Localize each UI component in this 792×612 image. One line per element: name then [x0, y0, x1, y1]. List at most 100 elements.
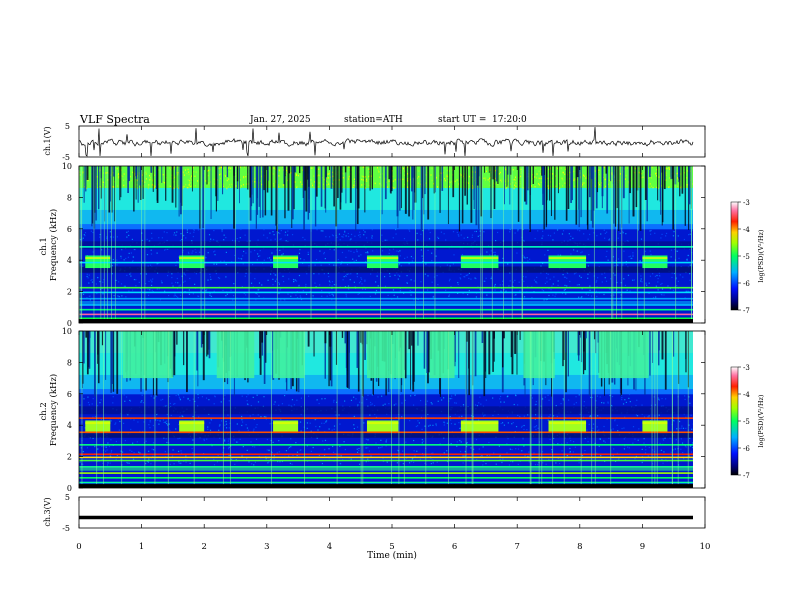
- spectrogram-cell: [460, 450, 462, 453]
- spectrogram-cell: [112, 185, 114, 188]
- spectrogram-cell: [594, 177, 596, 180]
- spectrogram-cell: [535, 424, 538, 427]
- spectrogram-cell: [227, 167, 229, 169]
- spectrogram-cell: [328, 280, 331, 282]
- spectrogram-cell: [499, 395, 502, 398]
- spectrogram-cell: [234, 166, 236, 323]
- spectrogram-cell: [472, 186, 474, 188]
- spectrogram-cell: [344, 448, 347, 451]
- spectrogram-cell: [187, 251, 190, 253]
- spectrogram-cell: [90, 279, 92, 282]
- spectrogram-cell: [620, 296, 622, 298]
- spectrogram-cell: [396, 250, 398, 252]
- spectrogram-cell: [670, 249, 673, 251]
- spectrogram-cell: [202, 166, 205, 228]
- spectrogram-cell: [521, 425, 523, 427]
- spectrogram-cell: [336, 401, 338, 403]
- spectrogram-cell: [373, 405, 376, 407]
- spectrogram-cell: [547, 234, 550, 236]
- spectrogram-cell: [176, 277, 178, 280]
- spectrogram-cell: [422, 260, 424, 263]
- spectrogram-cell: [420, 281, 422, 283]
- spectrogram-cell: [431, 167, 433, 170]
- spectrogram-cell: [549, 438, 551, 441]
- spectrogram-cell: [565, 166, 568, 221]
- spectrogram-cell: [173, 331, 176, 376]
- spectrogram-cell: [595, 290, 598, 292]
- spectrogram-cell: [291, 166, 294, 220]
- spectrogram-cell: [175, 166, 177, 175]
- spectrogram-cell: [213, 229, 215, 232]
- spectrogram-cell: [463, 237, 465, 239]
- ch1-colorbar: -3-4-5-6-7 log(PSD)(V²/Hz): [730, 199, 765, 315]
- spectrogram-cell: [641, 448, 643, 451]
- spectrogram-cell: [646, 284, 648, 286]
- spectrogram-cell: [307, 251, 309, 253]
- spectrogram-cell: [589, 415, 591, 418]
- spectrogram-cell: [640, 278, 642, 280]
- spectrogram-cell: [479, 288, 481, 290]
- spectrogram-cell: [622, 166, 625, 199]
- spectrogram-cell: [523, 415, 525, 417]
- spectrogram-cell: [584, 331, 587, 339]
- ch1-colorbar-label: log(PSD)(V²/Hz): [757, 229, 765, 282]
- spectrogram-cell: [143, 455, 145, 457]
- spectrogram-cell: [129, 400, 132, 402]
- spectrogram-cell: [645, 282, 647, 284]
- spectrogram-cell: [655, 285, 657, 287]
- spectrogram-cell: [341, 251, 344, 254]
- spectrogram-cell: [506, 166, 508, 187]
- spectrogram-cell: [574, 446, 577, 448]
- spectrogram-cell: [603, 186, 605, 189]
- spectrogram-cell: [443, 422, 446, 424]
- spectrogram-cell: [125, 296, 127, 298]
- spectrogram-cell: [392, 180, 394, 182]
- spectrogram-cell: [648, 446, 650, 449]
- spectrogram-cell: [652, 186, 654, 189]
- spectrogram-cell: [285, 240, 287, 242]
- spectrogram-cell: [217, 277, 220, 279]
- spectrogram-cell: [236, 166, 239, 182]
- spectrogram-cell: [589, 289, 591, 291]
- spectrogram-cell: [512, 168, 514, 171]
- spectrogram-cell: [632, 426, 635, 428]
- spectrogram-cell: [353, 424, 355, 426]
- spectrogram-cell: [635, 166, 638, 208]
- spectrogram-cell: [83, 166, 85, 203]
- spectrogram-cell: [228, 438, 230, 440]
- spectrogram-cell: [151, 289, 153, 291]
- spectrogram-cell: [218, 277, 221, 279]
- spectrogram-cell: [154, 174, 156, 177]
- spectrogram-cell: [435, 423, 437, 425]
- spectrogram-cell: [682, 276, 684, 278]
- spectrogram-cell: [530, 185, 532, 187]
- spectrogram-cell: [460, 427, 462, 429]
- spectrogram-cell: [228, 442, 230, 445]
- spectrogram-cell: [299, 295, 301, 297]
- spectrogram-cell: [594, 331, 596, 488]
- spectrogram-cell: [263, 396, 265, 398]
- spectrogram-cell: [580, 331, 582, 488]
- spectrogram-cell: [676, 284, 678, 287]
- spectrogram-cell: [684, 171, 686, 174]
- spectrogram-cell: [610, 331, 612, 488]
- spectrogram-cell: [348, 166, 350, 168]
- spectrogram-cell: [273, 234, 275, 236]
- spectrogram-cell: [576, 284, 578, 286]
- spectrogram-cell: [193, 231, 195, 233]
- spectrogram-cell: [85, 422, 111, 425]
- spectrogram-cell: [263, 166, 265, 191]
- spectrogram-cell: [118, 173, 120, 175]
- spectrogram-cell: [535, 428, 537, 431]
- spectrogram-cell: [637, 166, 639, 323]
- spectrogram-cell: [483, 177, 485, 180]
- spectrogram-cell: [181, 275, 183, 277]
- spectrogram-cell: [323, 422, 325, 424]
- spectrogram-cell: [126, 231, 128, 233]
- spectrogram-cell: [181, 415, 183, 417]
- spectrogram-cell: [514, 179, 516, 181]
- spectrogram-cell: [686, 259, 689, 261]
- spectrogram-cell: [366, 257, 399, 260]
- spectrogram-cell: [183, 185, 185, 188]
- spectrogram-cell: [589, 285, 591, 287]
